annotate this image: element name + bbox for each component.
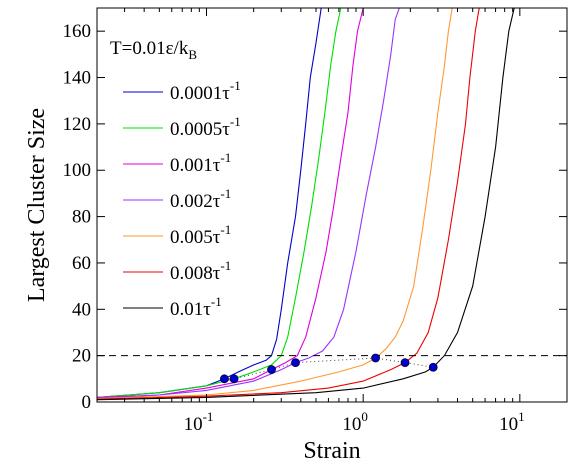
legend-label-7: 0.01τ-1: [170, 294, 222, 320]
y-axis-ticks: 0 20 40 60 80 100 120 140 160: [63, 21, 567, 413]
series-line-7: [97, 8, 515, 401]
legend-label-base: 0.002τ: [170, 191, 221, 212]
y-tick-label: 0: [82, 392, 92, 413]
y-tick-label: 80: [72, 207, 91, 228]
x-tick-label-exponent: 1: [518, 409, 525, 424]
legend-label-base: 0.0001τ: [170, 83, 230, 104]
series-line-3: [97, 8, 364, 398]
series-line-5: [97, 8, 453, 400]
series-line-4: [97, 8, 400, 400]
legend: T=0.01ε/kB 0.0001τ-10.0005τ-10.001τ-10.0…: [110, 38, 241, 320]
x-tick-label: 10-1: [184, 409, 214, 435]
legend-label-base: 0.008τ: [170, 263, 221, 284]
y-tick-label: 140: [63, 68, 92, 89]
legend-label-base: 0.001τ: [170, 155, 221, 176]
legend-title-subscript: B: [188, 47, 197, 62]
legend-label-exponent: -1: [220, 222, 231, 237]
x-tick-label-exponent: -1: [203, 409, 214, 424]
legend-label-exponent: -1: [220, 258, 231, 273]
series-curves: [97, 8, 515, 401]
series-line-6: [97, 8, 480, 400]
legend-label-2: 0.0005τ-1: [170, 114, 241, 140]
legend-label-5: 0.005τ-1: [170, 222, 231, 248]
marker-point-7: [428, 362, 438, 372]
marker-point-6: [400, 358, 410, 368]
legend-label-6: 0.008τ-1: [170, 258, 231, 284]
legend-label-base: 0.005τ: [170, 227, 221, 248]
legend-title: T=0.01ε/kB: [110, 38, 197, 62]
series-line-2: [97, 8, 342, 398]
legend-label-exponent: -1: [220, 186, 231, 201]
marker-point-4: [291, 358, 300, 368]
y-axis-label: Largest Cluster Size: [24, 108, 50, 302]
marker-point-1: [219, 374, 229, 384]
legend-label-3: 0.001τ-1: [170, 150, 231, 176]
markers: [219, 353, 438, 384]
y-tick-label: 160: [63, 21, 92, 42]
marker-point-3: [267, 365, 276, 374]
x-tick-label: 100: [342, 409, 368, 435]
marker-point-2: [229, 374, 239, 384]
y-tick-label: 40: [72, 299, 91, 320]
legend-title-main: T=0.01ε/k: [110, 38, 189, 59]
legend-label-base: 0.0005τ: [170, 119, 230, 140]
x-tick-label-base: 10: [499, 414, 518, 435]
x-axis-ticks: 10-1 100 101: [96, 8, 568, 435]
marker-point-5: [371, 353, 380, 363]
y-tick-label: 60: [72, 253, 91, 274]
legend-label-exponent: -1: [230, 114, 241, 129]
y-tick-label: 100: [63, 160, 92, 181]
legend-label-1: 0.0001τ-1: [170, 78, 241, 104]
legend-label-exponent: -1: [211, 294, 222, 309]
series-line-1: [97, 8, 322, 398]
legend-label-base: 0.01τ: [170, 299, 211, 320]
x-tick-label-exponent: 0: [361, 409, 368, 424]
x-tick-label: 101: [499, 409, 525, 435]
legend-label-exponent: -1: [230, 78, 241, 93]
y-tick-label: 20: [72, 346, 91, 367]
plot-frame: [96, 7, 568, 403]
y-tick-label: 120: [63, 114, 92, 135]
legend-label-4: 0.002τ-1: [170, 186, 231, 212]
legend-label-exponent: -1: [220, 150, 231, 165]
x-tick-label-base: 10: [184, 414, 203, 435]
x-tick-label-base: 10: [342, 414, 361, 435]
x-axis-label: Strain: [303, 438, 360, 464]
plot-area: [97, 8, 567, 402]
